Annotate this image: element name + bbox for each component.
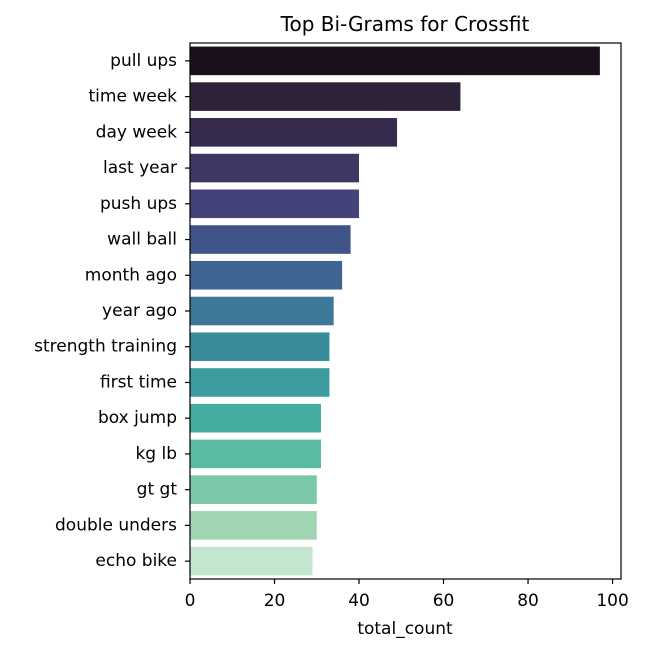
y-tick-label: push ups — [100, 194, 177, 214]
bar-wall-ball — [190, 225, 351, 254]
x-tick-label: 60 — [433, 591, 455, 611]
y-tick-label: strength training — [34, 337, 177, 357]
y-axis-ticks: pull ups time week day week last year push u… — [34, 51, 190, 571]
x-tick-label: 20 — [264, 591, 286, 611]
bar-last-year — [190, 153, 360, 183]
y-tick-label: echo bike — [95, 551, 177, 571]
bar-pull-ups — [190, 46, 600, 76]
bar-time-week — [190, 82, 461, 111]
y-tick-label: last year — [103, 158, 177, 178]
bar-double-unders — [190, 511, 317, 540]
chart-title: Top Bi-Grams for Crossfit — [280, 12, 530, 36]
bar-push-ups — [190, 189, 360, 219]
x-tick-label: 80 — [517, 591, 539, 611]
bar-box-jump — [190, 403, 321, 433]
bar-year-ago — [190, 296, 334, 326]
bar-day-week — [190, 118, 398, 147]
plot-frame — [189, 42, 622, 580]
y-tick-label: year ago — [102, 301, 177, 321]
y-tick-label: box jump — [98, 408, 177, 428]
x-axis-ticks: 0 20 40 60 80 100 — [185, 579, 629, 611]
bar-gt-gt — [190, 475, 317, 504]
y-tick-label: pull ups — [110, 51, 177, 71]
y-tick-label: kg lb — [135, 444, 177, 464]
x-tick-label: 100 — [596, 591, 628, 611]
y-tick-label: gt gt — [137, 480, 178, 500]
bar-kg-lb — [190, 439, 321, 469]
y-tick-label: month ago — [85, 265, 177, 285]
x-axis-label: total_count — [357, 619, 453, 639]
bar-first-time — [190, 368, 330, 397]
x-tick-label: 40 — [348, 591, 370, 611]
y-tick-label: wall ball — [107, 230, 177, 250]
y-tick-label: time week — [89, 87, 178, 107]
y-tick-label: first time — [100, 372, 177, 392]
bar-echo-bike — [190, 546, 313, 576]
bars-group — [190, 46, 600, 576]
y-tick-label: day week — [96, 122, 177, 142]
bar-strength-training — [190, 332, 330, 362]
bar-month-ago — [190, 260, 343, 290]
y-tick-label: double unders — [55, 515, 177, 535]
x-tick-label: 0 — [185, 591, 196, 611]
